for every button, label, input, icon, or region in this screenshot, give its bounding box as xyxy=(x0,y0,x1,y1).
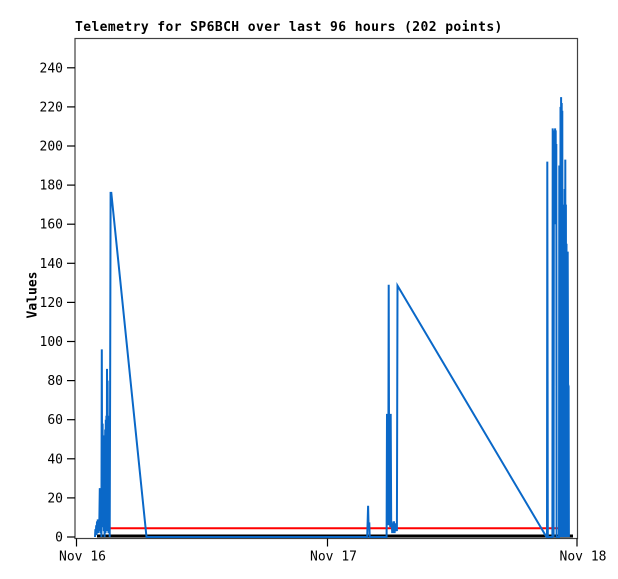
blue-values-series xyxy=(94,97,570,538)
y-tick-label: 40 xyxy=(47,452,63,467)
y-tick-label: 180 xyxy=(40,179,63,194)
x-tick-label: Nov 16 xyxy=(59,550,106,565)
x-tick-label: Nov 17 xyxy=(310,550,357,565)
x-tick-label: Nov 18 xyxy=(560,550,607,565)
y-tick-label: 0 xyxy=(55,531,63,546)
y-tick-label: 60 xyxy=(47,413,63,428)
y-tick-label: 140 xyxy=(40,257,63,272)
chart-title: Telemetry for SP6BCH over last 96 hours … xyxy=(75,20,503,35)
y-tick-label: 100 xyxy=(40,335,63,350)
y-tick-label: 160 xyxy=(40,218,63,233)
y-tick-label: 120 xyxy=(40,296,63,311)
y-tick-label: 240 xyxy=(40,61,63,76)
y-tick-label: 220 xyxy=(40,100,63,115)
y-tick-label: 20 xyxy=(47,491,63,506)
plot-frame xyxy=(74,37,579,540)
y-tick-label: 80 xyxy=(47,374,63,389)
y-tick-label: 200 xyxy=(40,140,63,155)
